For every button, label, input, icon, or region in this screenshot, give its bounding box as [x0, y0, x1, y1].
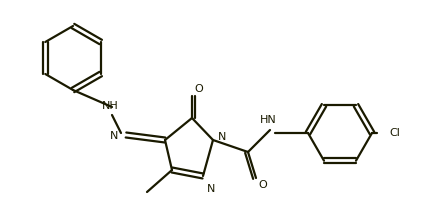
Text: HN: HN	[259, 115, 276, 125]
Text: N: N	[218, 132, 226, 142]
Text: NH: NH	[102, 101, 118, 111]
Text: Cl: Cl	[389, 128, 400, 138]
Text: N: N	[207, 184, 215, 194]
Text: O: O	[258, 180, 267, 190]
Text: O: O	[194, 84, 203, 94]
Text: N: N	[110, 131, 118, 141]
